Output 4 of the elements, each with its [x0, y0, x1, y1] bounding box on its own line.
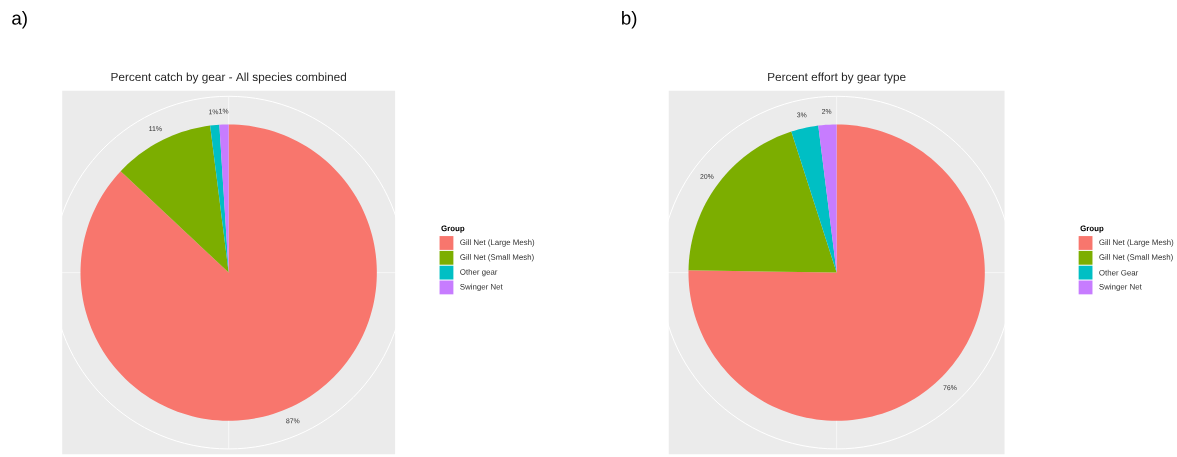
- chart-title: Percent effort by gear type: [768, 72, 906, 84]
- text: a): [12, 10, 27, 29]
- chart-title: Percent catch by gear - All species combined: [111, 72, 347, 84]
- text: b): [622, 10, 637, 29]
